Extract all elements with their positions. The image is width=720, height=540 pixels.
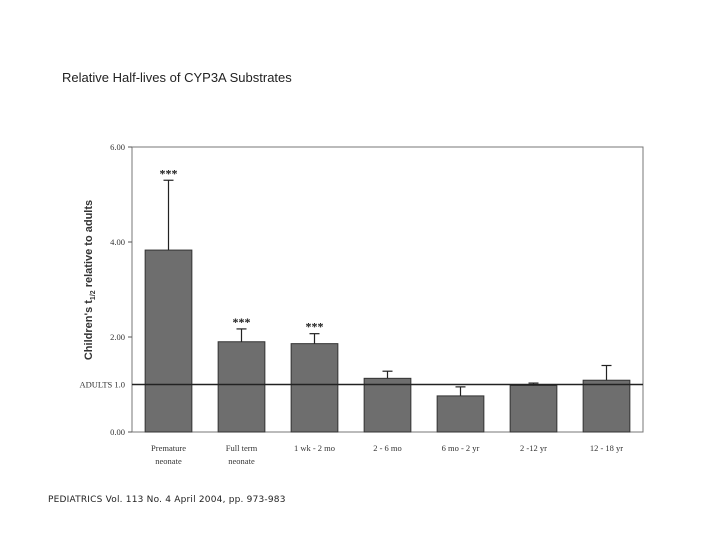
x-tick-label: 2 -12 yr xyxy=(520,443,547,453)
bar xyxy=(217,341,266,433)
x-tick-label: 2 - 6 mo xyxy=(373,443,402,453)
y-tick-label: 2.00 xyxy=(110,332,125,342)
bar xyxy=(509,384,558,433)
y-tick-label: 4.00 xyxy=(110,237,125,247)
bar xyxy=(290,343,339,433)
x-tick-label: 6 mo - 2 yr xyxy=(442,443,480,453)
significance-label: *** xyxy=(233,315,251,329)
reference-line-label: ADULTS 1.0 xyxy=(80,380,126,390)
bar xyxy=(363,377,412,433)
x-tick-label: 12 - 18 yr xyxy=(590,443,623,453)
x-tick-label: Premature xyxy=(151,443,186,453)
y-axis-label: Children's t1/2 relative to adults xyxy=(83,200,97,360)
significance-label: *** xyxy=(306,320,324,334)
significance-label: *** xyxy=(160,166,178,180)
bar xyxy=(582,379,631,433)
x-tick-label: neonate xyxy=(228,456,255,466)
x-tick-label: neonate xyxy=(155,456,182,466)
chart-title: Relative Half-lives of CYP3A Substrates xyxy=(62,70,292,85)
bar xyxy=(436,395,485,433)
x-tick-label: 1 wk - 2 mo xyxy=(294,443,335,453)
y-tick-label: 0.00 xyxy=(110,427,125,437)
x-tick-label: Full term xyxy=(226,443,258,453)
citation: PEDIATRICS Vol. 113 No. 4 April 2004, pp… xyxy=(48,495,286,505)
bar xyxy=(144,249,193,433)
y-tick-label: 6.00 xyxy=(110,142,125,152)
